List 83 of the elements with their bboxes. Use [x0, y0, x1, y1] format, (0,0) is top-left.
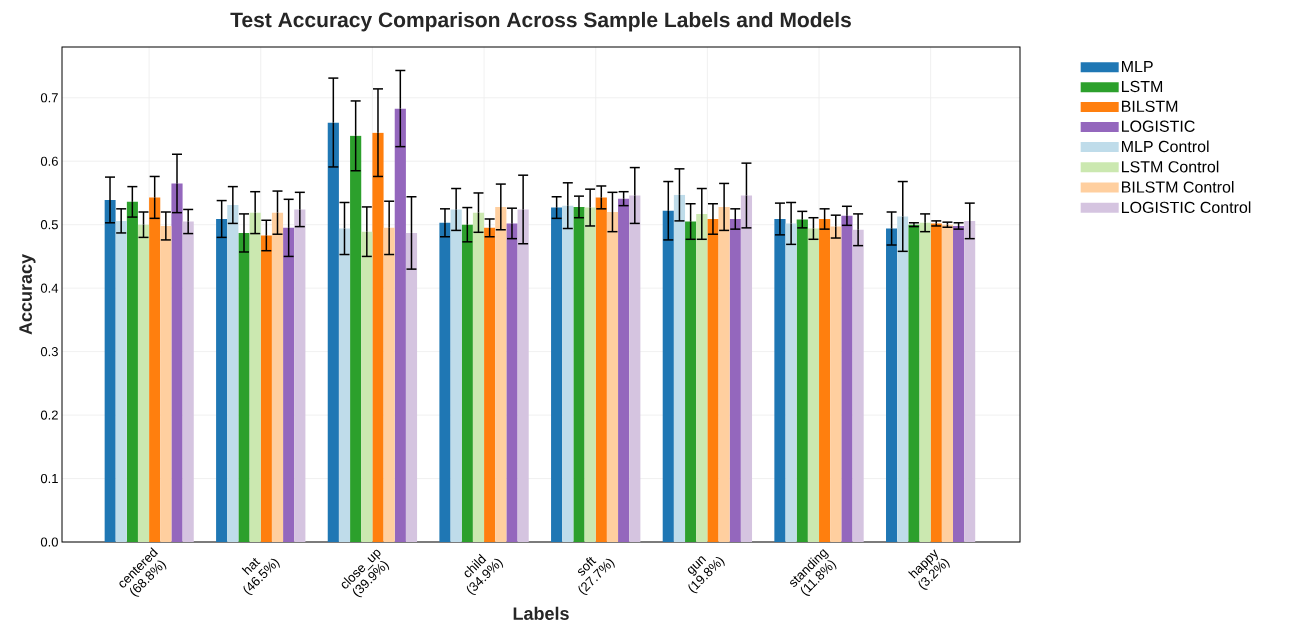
- bar: [774, 218, 786, 542]
- bar: [461, 224, 473, 542]
- bar: [919, 222, 931, 542]
- bar: [606, 212, 619, 542]
- y-tick-label: 0.4: [40, 283, 59, 293]
- bar: [506, 223, 518, 542]
- bar: [327, 122, 339, 542]
- bar: [964, 220, 976, 542]
- bar: [350, 135, 362, 542]
- bar: [160, 225, 172, 542]
- legend-label: LSTM: [1122, 80, 1163, 93]
- bar: [897, 216, 909, 542]
- bar: [182, 221, 194, 542]
- bar: [707, 218, 719, 542]
- bar: [573, 206, 585, 542]
- bar: [115, 220, 127, 542]
- bar: [841, 215, 853, 542]
- bar: [472, 212, 485, 542]
- bar: [104, 199, 116, 542]
- bar: [294, 209, 306, 542]
- bar: [439, 222, 451, 542]
- bar: [271, 212, 284, 542]
- bar: [696, 213, 708, 542]
- bar: [618, 198, 630, 542]
- bar: [495, 206, 507, 542]
- bar: [852, 229, 864, 542]
- bar: [807, 228, 820, 542]
- y-tick-label: 0.1: [40, 473, 58, 484]
- legend-label: MLP Control: [1122, 140, 1209, 153]
- bar: [394, 108, 406, 542]
- bar: [372, 132, 384, 542]
- bar: [740, 195, 753, 542]
- legend-label: LOGISTIC: [1122, 120, 1195, 132]
- legend-label: BILSTM: [1122, 100, 1178, 113]
- legend-label: LOGISTIC Control: [1122, 201, 1251, 214]
- bar: [260, 235, 272, 542]
- bar: [562, 205, 574, 542]
- bar: [405, 232, 418, 542]
- chart-title: Test Accuracy Comparison Across Sample Labels and Models: [230, 11, 851, 32]
- bar: [383, 227, 395, 542]
- bar: [718, 206, 730, 542]
- bar: [662, 210, 674, 542]
- y-tick-label: 0.6: [40, 156, 58, 166]
- y-tick-label: 0.3: [40, 347, 58, 357]
- y-tick-label: 0.7: [40, 93, 58, 103]
- bar: [249, 212, 261, 542]
- bar: [830, 226, 842, 542]
- bar: [819, 218, 831, 542]
- bar: [941, 224, 954, 542]
- bar: [171, 183, 183, 542]
- y-tick-label: 0.5: [40, 220, 58, 230]
- y-tick-label: 0.2: [40, 410, 58, 420]
- legend-label: MLP: [1122, 61, 1153, 73]
- bar: [338, 228, 351, 542]
- bar: [126, 201, 138, 542]
- bar: [629, 195, 641, 542]
- bar: [216, 218, 228, 542]
- bar: [283, 227, 295, 542]
- y-axis-title: Accuracy: [19, 254, 36, 335]
- bar: [361, 231, 373, 542]
- bar: [908, 224, 920, 542]
- legend-label: BILSTM Control: [1122, 181, 1234, 193]
- bar: [551, 207, 563, 542]
- bar: [796, 219, 808, 542]
- bar: [673, 194, 686, 542]
- bar: [450, 209, 462, 542]
- bar: [685, 221, 697, 542]
- y-tick-label: 0.0: [40, 537, 58, 547]
- bar: [930, 223, 942, 542]
- bar: [584, 207, 596, 542]
- bar: [227, 205, 239, 542]
- legend-label: LSTM Control: [1122, 160, 1219, 173]
- bar: [149, 197, 161, 542]
- bar: [595, 197, 607, 542]
- x-axis-title: Labels: [513, 606, 569, 620]
- bar: [238, 232, 250, 542]
- bar: [484, 227, 496, 542]
- bar: [517, 209, 529, 542]
- bar: [953, 225, 965, 542]
- bar: [137, 224, 150, 542]
- bar: [785, 223, 797, 542]
- bar: [886, 228, 898, 542]
- bar: [729, 218, 741, 542]
